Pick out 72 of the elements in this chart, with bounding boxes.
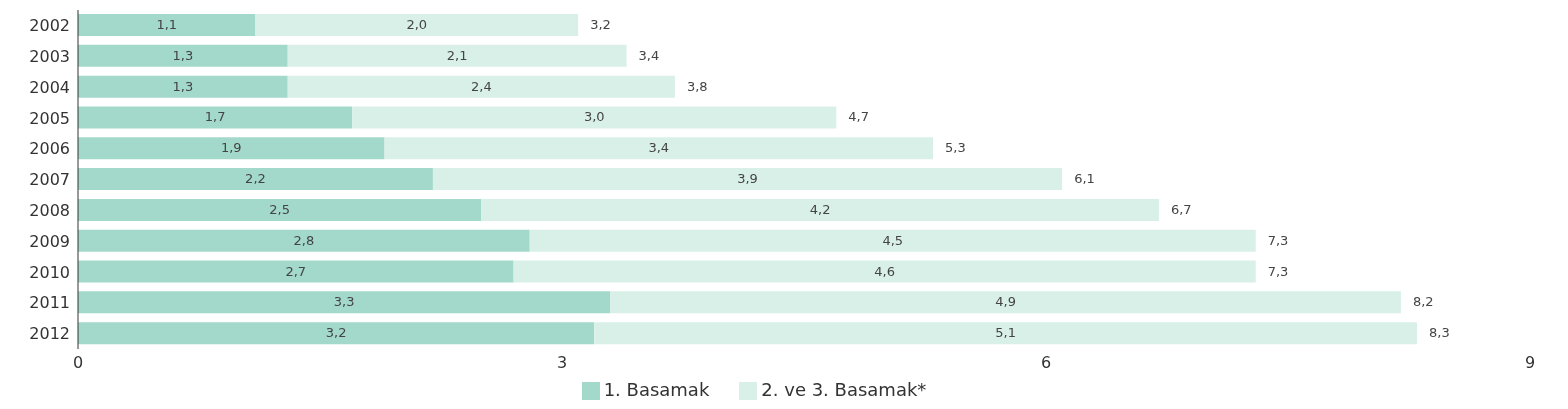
bar [78, 14, 256, 36]
data-label: 3,2 [325, 325, 347, 341]
y-tick-label: 2007 [29, 170, 70, 190]
bar [78, 168, 433, 191]
data-label: 2,1 [446, 47, 468, 63]
y-tick-label: 2002 [29, 16, 70, 36]
bar [384, 137, 934, 160]
y-tick-label: 2003 [29, 46, 70, 66]
y-tick-label: 2011 [29, 293, 70, 313]
bar [481, 198, 1159, 221]
y-tick-label: 2009 [29, 231, 70, 251]
bar [287, 75, 675, 98]
data-label: 4,5 [882, 232, 904, 248]
data-label: 2,2 [245, 171, 266, 187]
data-label: 5,1 [995, 325, 1017, 341]
data-label: 1,7 [204, 109, 226, 125]
x-tick-label: 6 [1040, 353, 1052, 373]
bar [78, 229, 530, 252]
data-label: 3,0 [583, 109, 605, 125]
y-tick-label: 2012 [29, 324, 70, 344]
total-label: 6,7 [1170, 201, 1192, 217]
bar [78, 291, 611, 314]
bar [352, 106, 837, 129]
data-label: 3,9 [737, 171, 758, 187]
x-tick-label: 0 [72, 353, 84, 373]
data-label: 1,1 [156, 17, 178, 32]
bar [432, 168, 1063, 191]
x-tick-label: 3 [556, 353, 568, 373]
total-label: 4,7 [848, 109, 869, 125]
data-label: 1,9 [220, 140, 242, 156]
legend-label: 2. ve 3. Basamak* [761, 379, 927, 400]
data-label: 2,4 [470, 78, 492, 94]
y-tick-label: 2005 [29, 108, 70, 128]
bar [78, 75, 288, 98]
total-label: 3,8 [686, 78, 708, 94]
data-label: 3,3 [333, 294, 355, 310]
bar [287, 44, 627, 67]
data-label: 3,4 [648, 140, 670, 156]
bar [78, 260, 514, 283]
y-tick-label: 2004 [29, 77, 70, 97]
data-label: 2,5 [269, 201, 291, 217]
y-tick-label: 2008 [29, 201, 70, 220]
bar [78, 44, 288, 67]
bar [78, 137, 385, 160]
bar [78, 322, 595, 345]
data-label: 2,7 [285, 263, 307, 279]
data-label: 4,2 [809, 201, 831, 217]
total-label: 3,4 [638, 47, 660, 63]
data-label: 2,0 [406, 17, 428, 32]
y-tick-label: 2006 [29, 139, 70, 159]
bar [255, 14, 579, 36]
total-label: 6,1 [1074, 171, 1095, 187]
data-label: 1,3 [172, 47, 194, 63]
data-label: 4,6 [874, 263, 896, 279]
bar [78, 198, 482, 221]
total-label: 8,2 [1412, 294, 1434, 310]
data-label: 4,9 [995, 294, 1017, 310]
x-tick-label: 9 [1524, 353, 1536, 373]
bar [610, 291, 1401, 314]
bar [594, 322, 1418, 345]
y-tick-label: 2010 [29, 262, 70, 282]
legend-label: 1. Basamak [603, 379, 710, 400]
total-label: 7,3 [1267, 232, 1289, 248]
bar [513, 260, 1256, 283]
data-label: 2,8 [293, 232, 315, 248]
bar [529, 229, 1256, 252]
data-label: 1,3 [172, 78, 194, 94]
total-label: 3,2 [590, 17, 611, 32]
total-label: 8,3 [1429, 325, 1450, 341]
total-label: 7,3 [1267, 263, 1289, 279]
total-label: 5,3 [945, 140, 966, 156]
bar [78, 106, 353, 129]
